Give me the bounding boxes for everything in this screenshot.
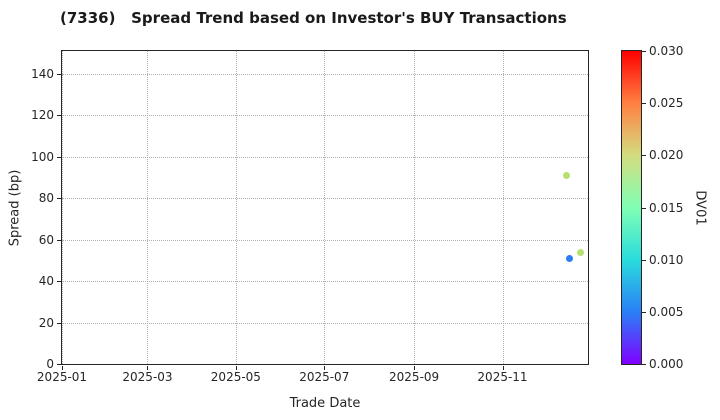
x-tick-label: 2025-05 <box>210 370 261 384</box>
data-point <box>577 248 585 256</box>
colorbar-tick-mark <box>642 364 646 365</box>
y-tick-label: 0 <box>46 357 54 371</box>
y-gridline <box>62 73 588 75</box>
colorbar-tick-label: 0.020 <box>649 148 684 163</box>
y-tick-label: 40 <box>38 274 54 289</box>
x-gridline <box>147 51 149 364</box>
y-tick-mark <box>57 73 61 75</box>
x-tick-label: 2025-07 <box>299 370 350 384</box>
y-tick-label: 140 <box>31 66 54 81</box>
y-tick-mark <box>57 198 61 200</box>
x-gridline <box>324 51 326 364</box>
colorbar-tick-label: 0.010 <box>649 252 684 267</box>
x-tick-label: 2025-09 <box>389 370 440 384</box>
x-tick-mark <box>502 366 504 370</box>
colorbar-tick-mark <box>642 51 646 52</box>
colorbar-tick-mark <box>642 103 646 105</box>
y-tick-label: 20 <box>38 315 54 330</box>
colorbar-title: DV01 <box>692 190 708 226</box>
x-gridline <box>235 51 237 364</box>
x-gridline <box>62 51 63 364</box>
colorbar-tick-label: 0.030 <box>649 44 684 58</box>
x-tick-mark <box>235 366 237 370</box>
data-point <box>565 254 573 262</box>
y-gridline <box>62 156 588 158</box>
x-tick-label: 2025-03 <box>122 370 173 384</box>
colorbar-tick-mark <box>642 311 646 313</box>
y-tick-mark <box>57 322 61 324</box>
x-gridline <box>414 51 416 364</box>
y-gridline <box>62 281 588 283</box>
y-tick-label: 120 <box>31 108 54 123</box>
y-tick-mark <box>57 115 61 117</box>
x-tick-label: 2025-01 <box>36 370 88 384</box>
x-tick-mark <box>414 366 416 370</box>
data-point <box>562 171 570 179</box>
chart-title: (7336) Spread Trend based on Investor's … <box>60 9 567 27</box>
y-tick-label: 80 <box>38 191 54 206</box>
x-gridline <box>502 51 504 364</box>
colorbar-tick-mark <box>642 259 646 261</box>
y-gridline <box>62 198 588 200</box>
x-axis-title: Trade Date <box>289 396 361 411</box>
y-tick-label: 100 <box>31 149 54 164</box>
colorbar-tick-label: 0.025 <box>649 96 684 111</box>
colorbar-tick-mark <box>642 155 646 157</box>
colorbar-tick-label: 0.015 <box>649 200 684 215</box>
y-tick-mark <box>57 156 61 158</box>
x-tick-label: 2025-11 <box>477 370 528 384</box>
y-gridline <box>62 115 588 117</box>
colorbar-tick-mark <box>642 207 646 209</box>
x-tick-mark <box>147 366 149 370</box>
y-tick-label: 60 <box>38 232 54 247</box>
colorbar-gradient <box>621 50 642 365</box>
y-tick-mark <box>57 281 61 283</box>
y-tick-mark <box>57 364 61 365</box>
colorbar-tick-label: 0.000 <box>649 357 684 371</box>
y-tick-mark <box>57 239 61 241</box>
y-gridline <box>62 322 588 324</box>
x-tick-mark <box>62 366 63 370</box>
x-tick-mark <box>324 366 326 370</box>
y-gridline <box>62 239 588 241</box>
colorbar-tick-label: 0.005 <box>649 304 684 319</box>
plot-area <box>61 50 589 365</box>
